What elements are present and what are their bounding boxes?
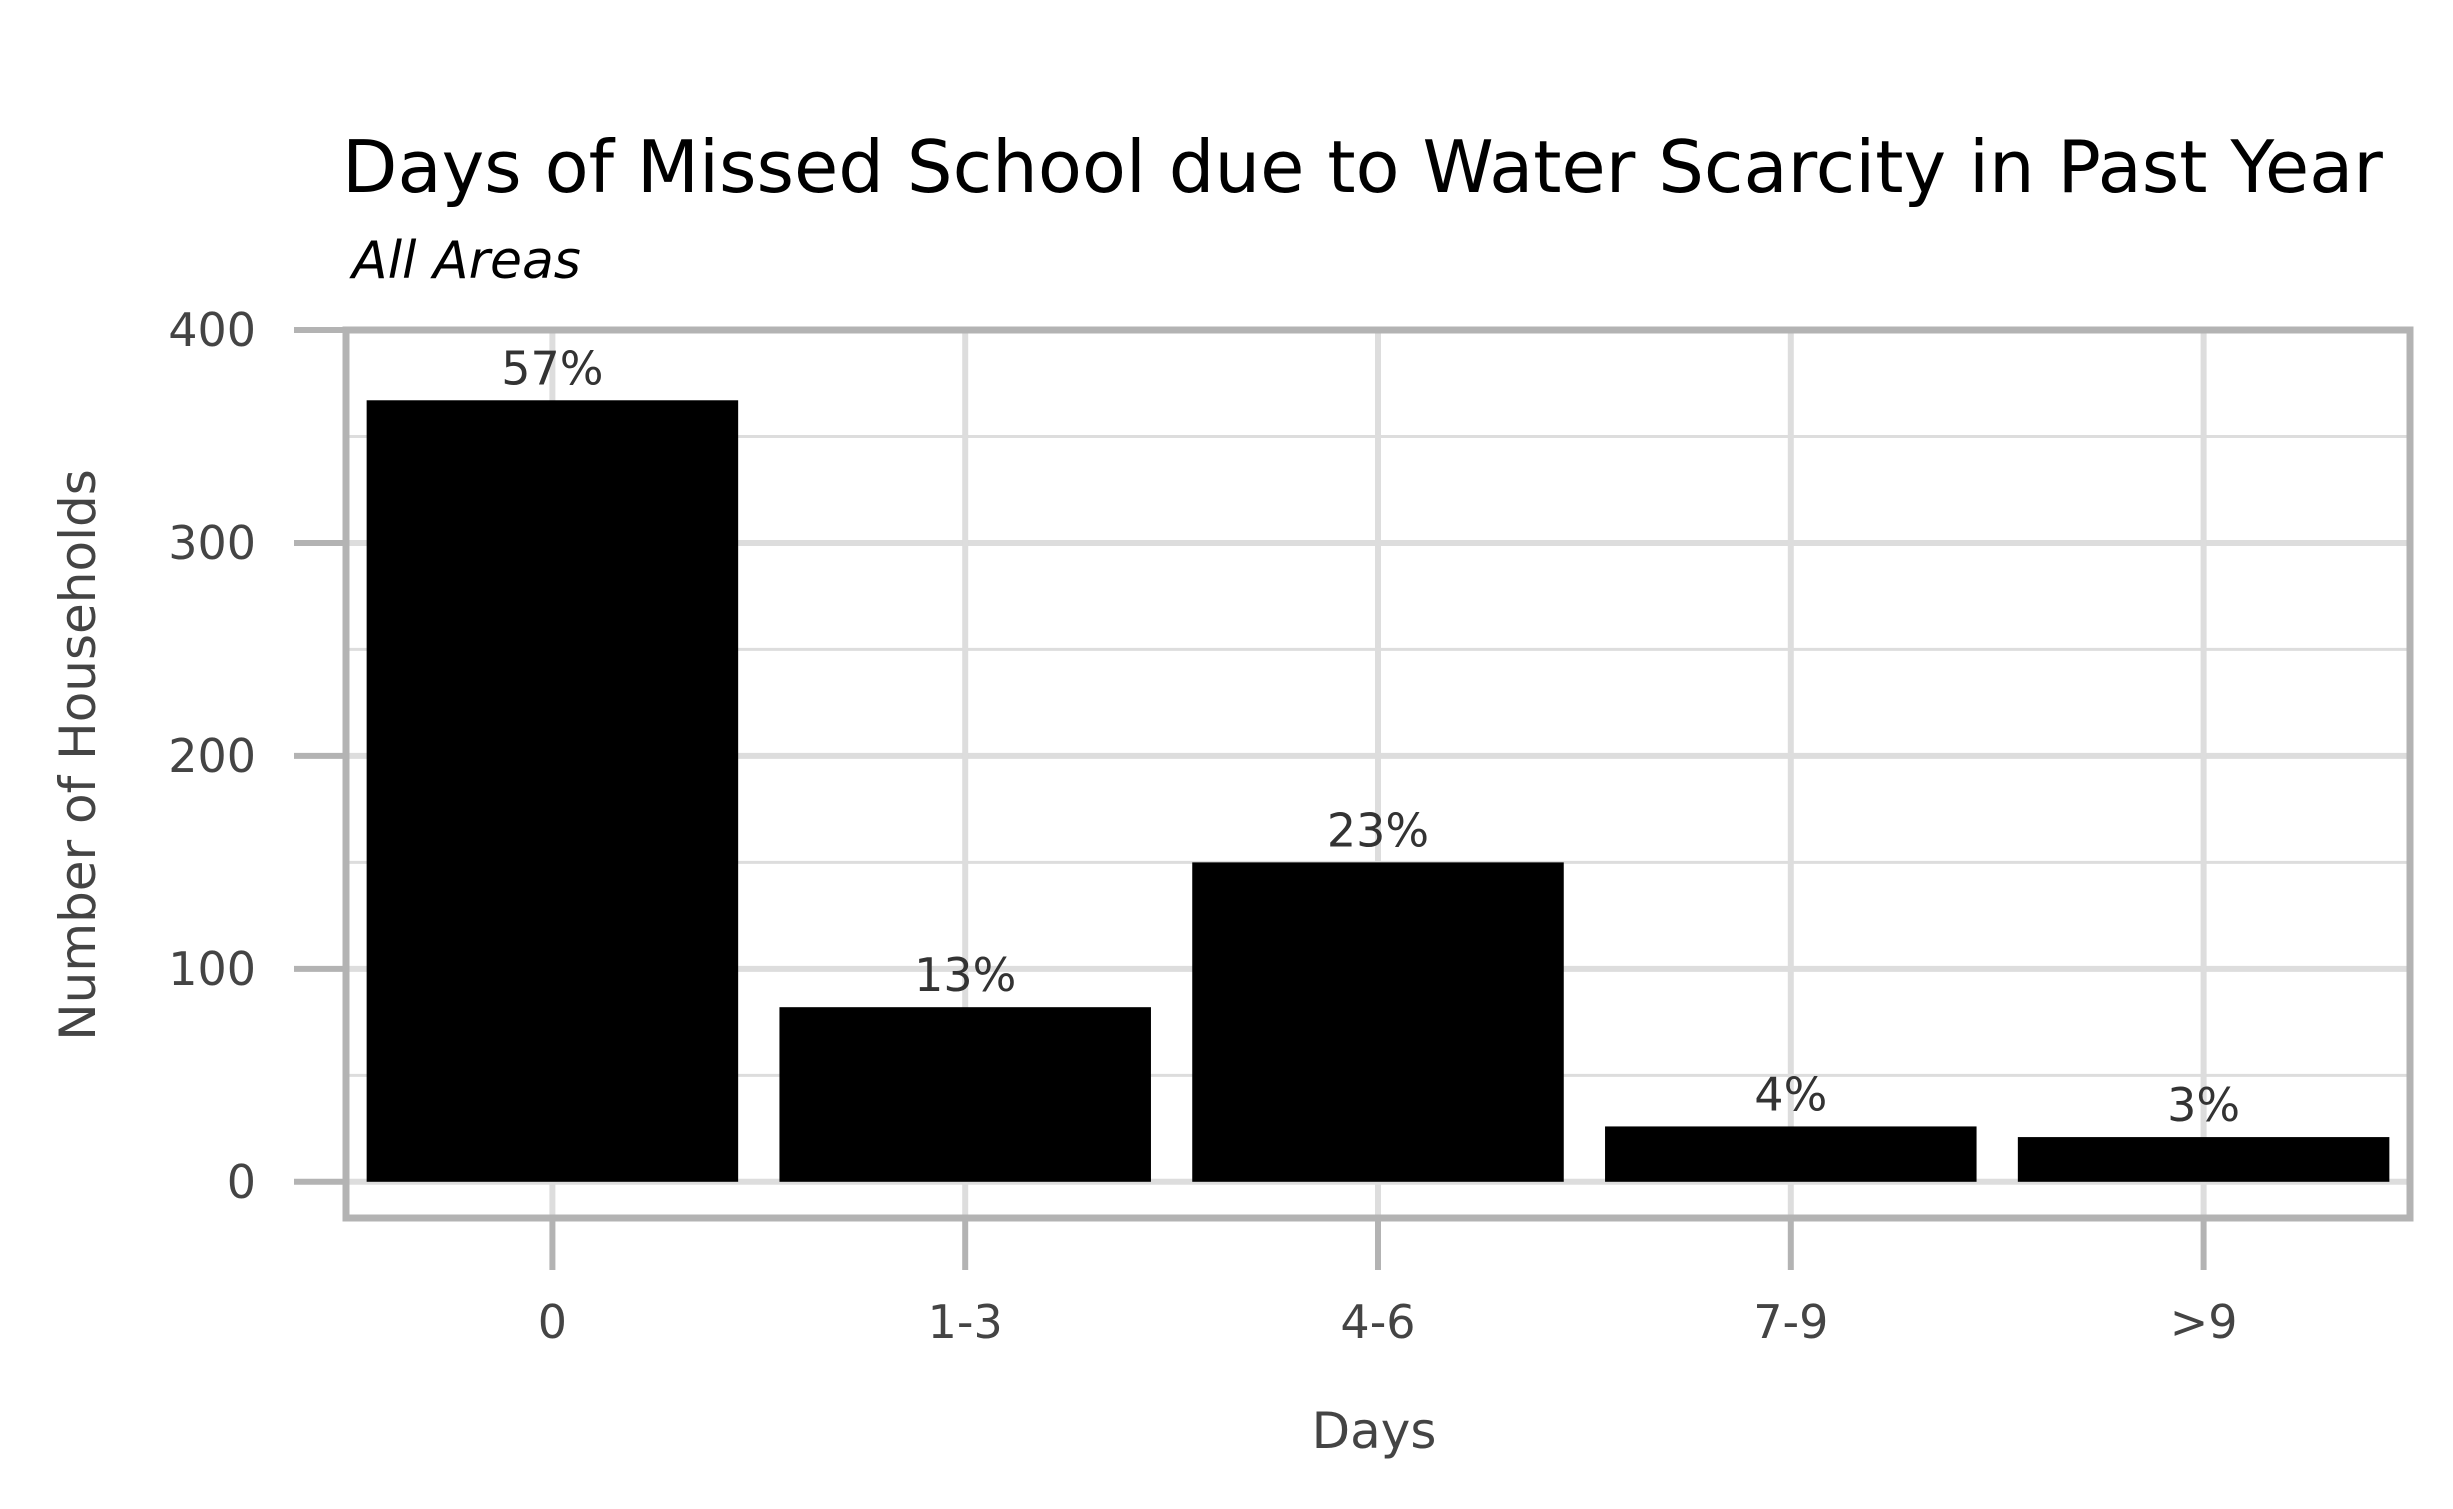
data-label: 23% <box>1327 803 1429 857</box>
chart-title: Days of Missed School due to Water Scarc… <box>342 125 2383 209</box>
y-tick-label: 0 <box>227 1155 256 1209</box>
x-tick-label: 0 <box>538 1295 567 1349</box>
data-label: 4% <box>1754 1067 1827 1121</box>
x-tick-label: 1-3 <box>928 1295 1003 1349</box>
chart-subtitle: All Areas <box>349 231 581 291</box>
bar <box>779 1007 1151 1182</box>
bar <box>2017 1137 2390 1182</box>
bar <box>1605 1126 1977 1182</box>
y-tick-label: 100 <box>168 942 256 996</box>
axes: 0 100 200 300 400 0 1-3 4-6 7-9 >9 <box>168 303 2414 1349</box>
data-label: 57% <box>501 341 603 395</box>
x-tick-label: 7-9 <box>1753 1295 1828 1349</box>
x-tick-label: >9 <box>2170 1295 2238 1349</box>
bar <box>1192 862 1564 1182</box>
y-axis-label: Number of Households <box>49 469 107 1040</box>
data-labels: 57% 13% 23% 4% 3% <box>501 341 2240 1132</box>
y-tick-label: 200 <box>168 729 256 783</box>
data-label: 3% <box>2167 1078 2240 1132</box>
y-tick-label: 300 <box>168 516 256 570</box>
x-tick-label: 4-6 <box>1340 1295 1415 1349</box>
bars <box>366 400 2390 1182</box>
data-label: 13% <box>914 948 1016 1002</box>
x-axis-label: Days <box>1312 1402 1437 1460</box>
y-tick-label: 400 <box>168 303 256 357</box>
bar <box>366 400 739 1182</box>
